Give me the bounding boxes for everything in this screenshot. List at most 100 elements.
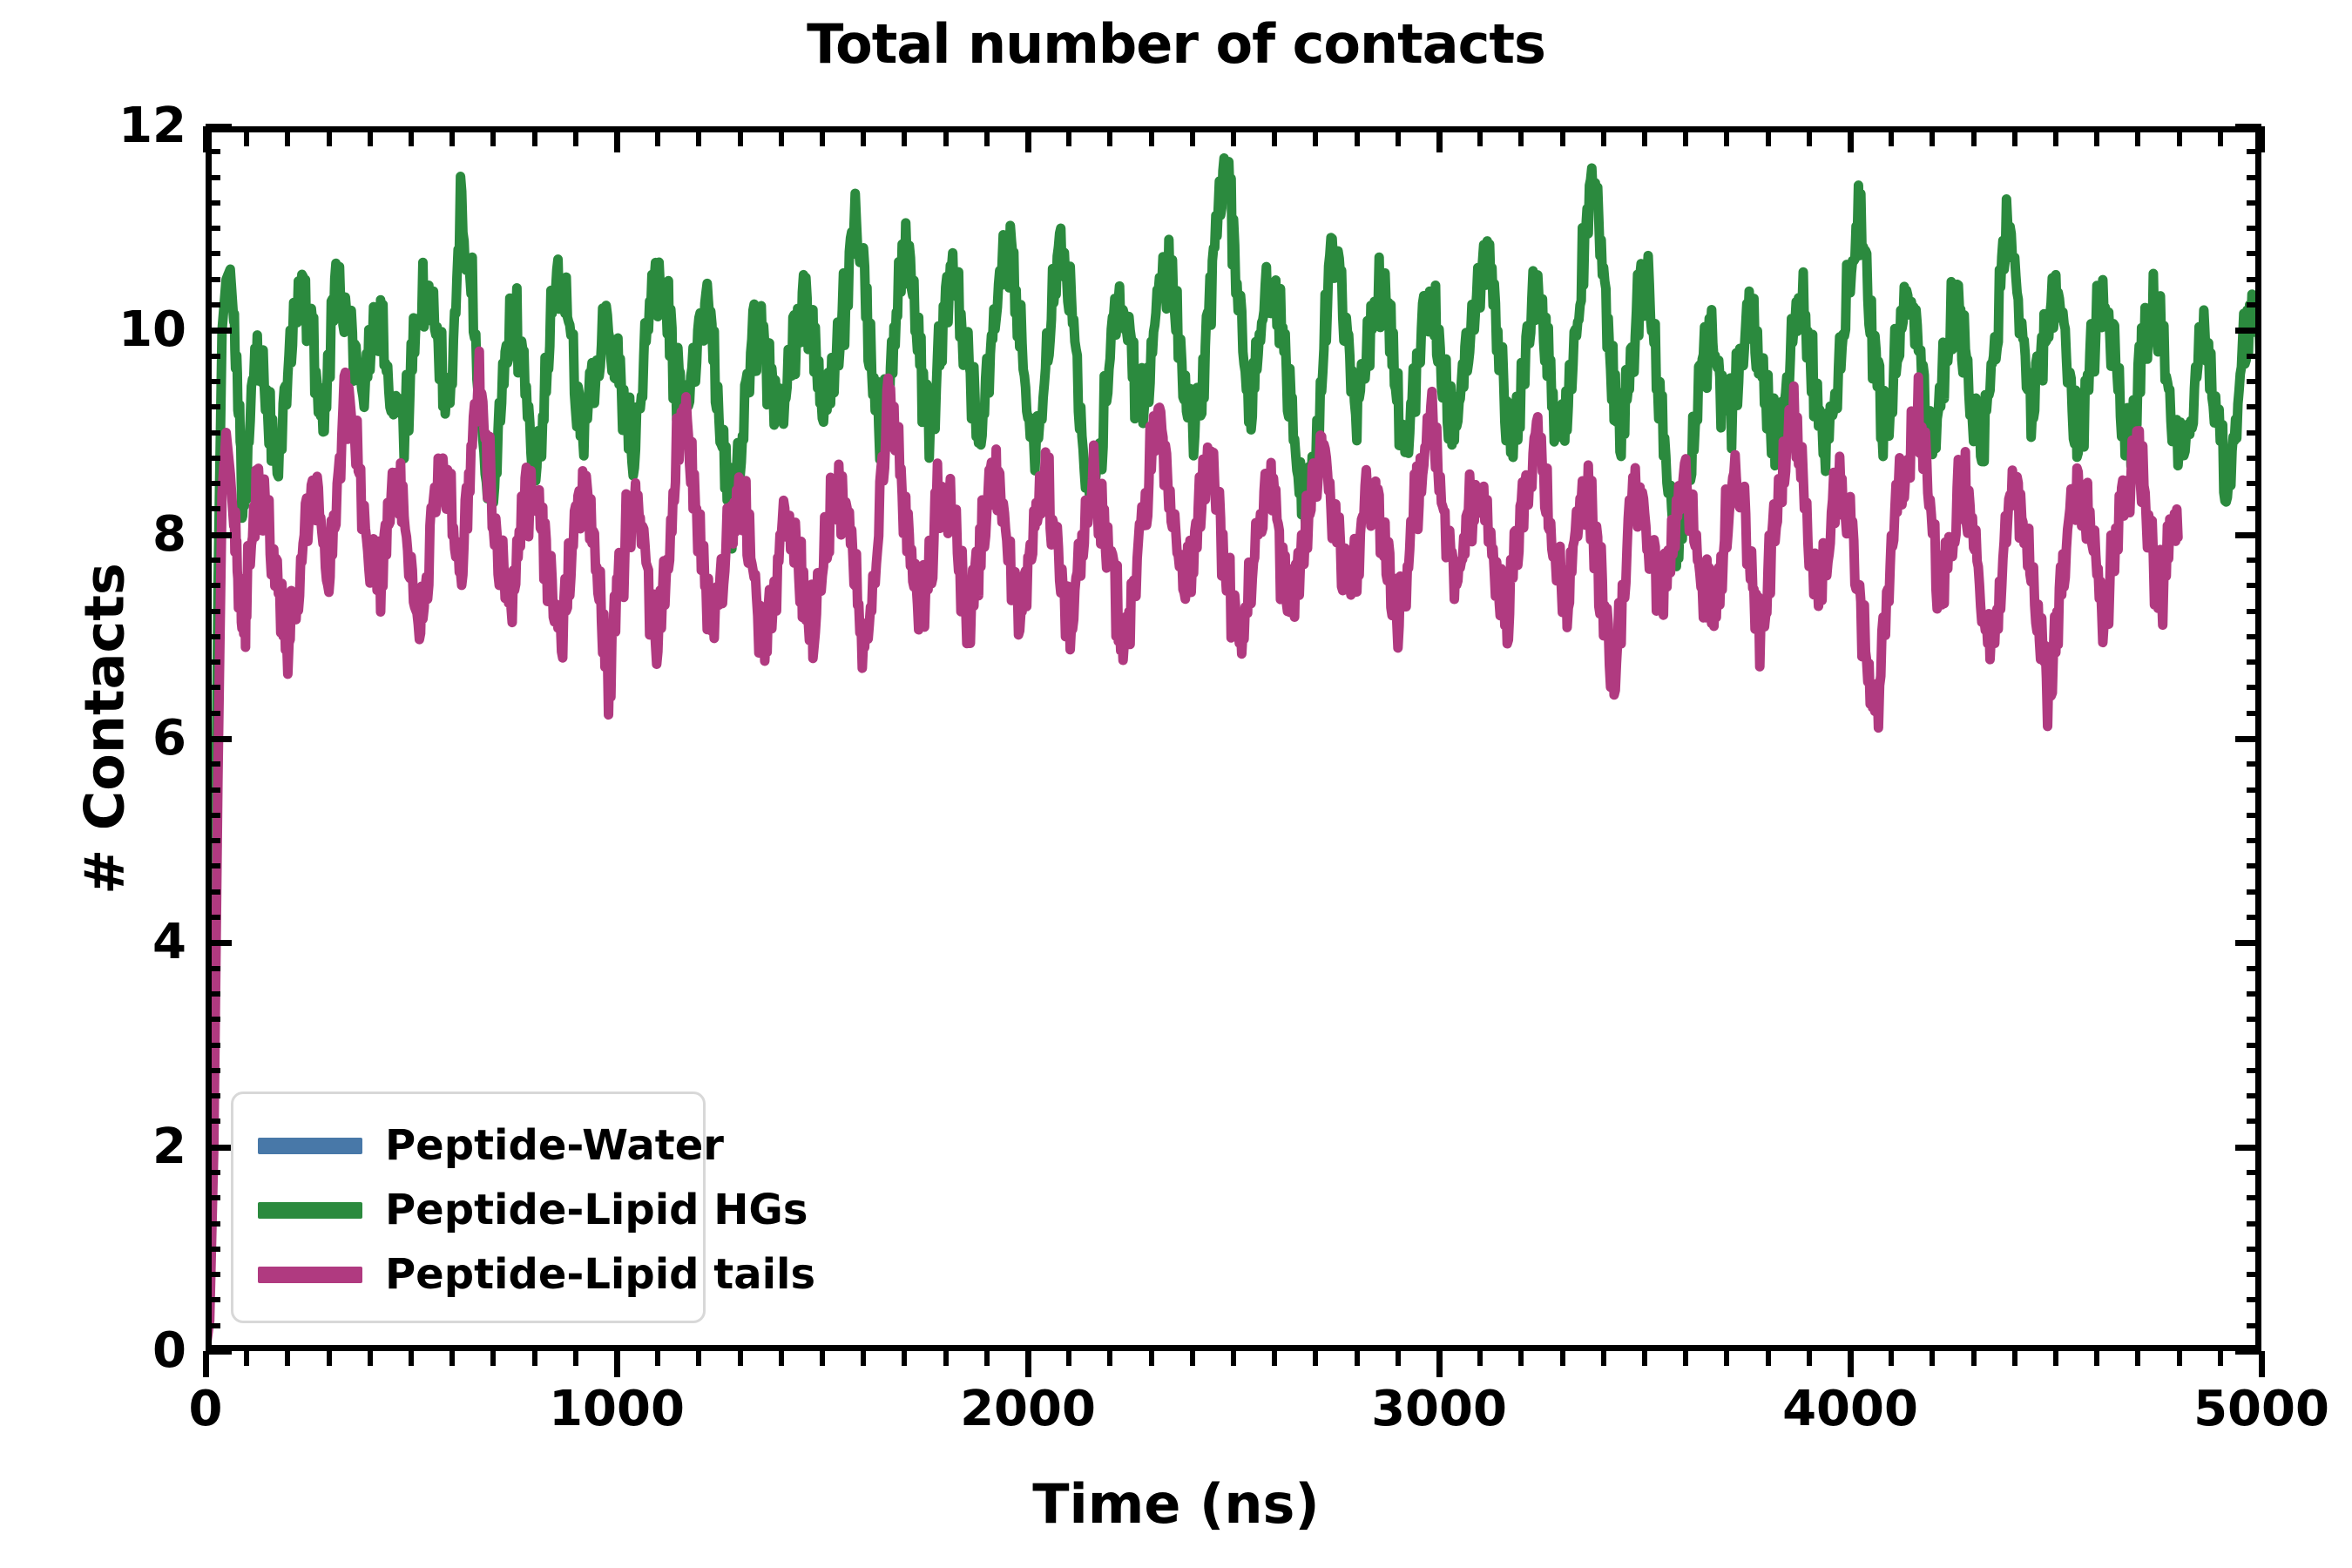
x-tick-top-minor bbox=[1231, 132, 1236, 146]
x-tick-top-minor bbox=[655, 132, 661, 146]
y-tick-minor bbox=[206, 633, 220, 639]
y-tick-right-minor bbox=[2247, 1297, 2261, 1303]
x-tick-top-minor bbox=[1930, 132, 1936, 146]
x-tick-top-minor bbox=[1354, 132, 1360, 146]
x-tick-label: 2000 bbox=[960, 1381, 1096, 1437]
y-tick-minor bbox=[206, 199, 220, 206]
y-tick-right-minor bbox=[2247, 455, 2261, 461]
x-tick-major bbox=[1848, 1351, 1854, 1377]
y-tick-minor bbox=[206, 353, 220, 359]
chart-legend: Peptide-Water Peptide-Lipid HGs Peptide-… bbox=[231, 1092, 815, 1323]
y-tick-right-minor bbox=[2247, 1093, 2261, 1099]
y-tick-right-minor bbox=[2247, 761, 2261, 767]
x-tick-top-minor bbox=[1642, 132, 1647, 146]
x-tick-minor bbox=[1600, 1351, 1606, 1366]
y-tick-right-minor bbox=[2247, 149, 2261, 155]
x-tick-minor bbox=[737, 1351, 743, 1366]
legend-label-peptide-lipid-tails: Peptide-Lipid tails bbox=[385, 1250, 816, 1299]
y-tick-minor bbox=[206, 481, 220, 487]
y-tick-minor bbox=[206, 608, 220, 614]
y-tick-right-major bbox=[2235, 736, 2261, 742]
y-tick-right-minor bbox=[2247, 633, 2261, 639]
x-tick-minor bbox=[1930, 1351, 1936, 1366]
y-tick-right-minor bbox=[2247, 429, 2261, 436]
y-tick-major bbox=[206, 531, 232, 538]
y-tick-minor bbox=[206, 1220, 220, 1227]
y-tick-minor bbox=[206, 787, 220, 793]
y-tick-minor bbox=[206, 710, 220, 716]
x-tick-minor bbox=[449, 1351, 456, 1366]
y-tick-right-minor bbox=[2247, 481, 2261, 487]
y-tick-minor bbox=[206, 174, 220, 180]
y-tick-right-minor bbox=[2247, 1322, 2261, 1328]
x-tick-minor bbox=[1395, 1351, 1401, 1366]
x-tick-top-minor bbox=[1600, 132, 1606, 146]
y-tick-right-minor bbox=[2247, 1169, 2261, 1175]
x-tick-minor bbox=[1272, 1351, 1278, 1366]
legend-swatch-peptide-lipid-tails bbox=[258, 1266, 362, 1283]
y-tick-right-major bbox=[2235, 940, 2261, 947]
y-tick-label: 0 bbox=[152, 1322, 186, 1379]
x-tick-minor bbox=[490, 1351, 497, 1366]
y-tick-minor bbox=[206, 1272, 220, 1278]
y-tick-major bbox=[206, 124, 232, 130]
x-tick-top-minor bbox=[1477, 132, 1484, 146]
x-tick-top-minor bbox=[696, 132, 702, 146]
y-tick-right-minor bbox=[2247, 915, 2261, 921]
x-tick-top-minor bbox=[367, 132, 373, 146]
y-tick-right-minor bbox=[2247, 965, 2261, 971]
x-tick-top-minor bbox=[1806, 132, 1812, 146]
x-tick-top-minor bbox=[285, 132, 291, 146]
y-tick-minor bbox=[206, 302, 220, 308]
y-tick-minor bbox=[206, 685, 220, 691]
y-tick-minor bbox=[206, 965, 220, 971]
y-tick-right-minor bbox=[2247, 1017, 2261, 1023]
x-tick-minor bbox=[696, 1351, 702, 1366]
x-tick-top-minor bbox=[1148, 132, 1154, 146]
x-tick-minor bbox=[2217, 1351, 2223, 1366]
y-tick-minor bbox=[206, 1195, 220, 1201]
y-tick-minor bbox=[206, 276, 220, 282]
x-tick-minor bbox=[1066, 1351, 1072, 1366]
x-tick-top-minor bbox=[2217, 132, 2223, 146]
x-tick-major bbox=[2259, 1351, 2265, 1377]
x-tick-top-minor bbox=[1970, 132, 1977, 146]
y-tick-label: 10 bbox=[118, 301, 186, 359]
x-tick-minor bbox=[983, 1351, 990, 1366]
y-tick-minor bbox=[206, 1119, 220, 1125]
y-tick-label: 12 bbox=[118, 98, 186, 154]
y-tick-minor bbox=[206, 455, 220, 461]
y-tick-label: 8 bbox=[152, 505, 186, 563]
y-tick-major bbox=[206, 1348, 232, 1355]
y-tick-minor bbox=[206, 557, 220, 563]
x-tick-top-major bbox=[2259, 126, 2265, 152]
x-tick-top-major bbox=[1436, 126, 1443, 152]
x-tick-major bbox=[614, 1351, 620, 1377]
x-tick-minor bbox=[1889, 1351, 1895, 1366]
x-tick-top-minor bbox=[1272, 132, 1278, 146]
y-tick-minor bbox=[206, 251, 220, 257]
x-tick-top-minor bbox=[1313, 132, 1319, 146]
x-tick-top-minor bbox=[820, 132, 825, 146]
x-tick-minor bbox=[655, 1351, 661, 1366]
legend-swatch-peptide-water bbox=[258, 1137, 362, 1154]
x-tick-minor bbox=[2176, 1351, 2182, 1366]
y-tick-right-minor bbox=[2247, 710, 2261, 716]
x-tick-minor bbox=[1354, 1351, 1360, 1366]
y-tick-minor bbox=[206, 149, 220, 155]
x-tick-minor bbox=[1642, 1351, 1647, 1366]
y-tick-right-minor bbox=[2247, 863, 2261, 869]
y-tick-right-minor bbox=[2247, 685, 2261, 691]
x-tick-minor bbox=[367, 1351, 373, 1366]
x-tick-top-minor bbox=[902, 132, 908, 146]
x-tick-minor bbox=[285, 1351, 291, 1366]
series-line-peptide-lipid-tails bbox=[206, 346, 2183, 1351]
y-tick-right-minor bbox=[2247, 251, 2261, 257]
y-tick-right-minor bbox=[2247, 1246, 2261, 1252]
y-tick-right-minor bbox=[2247, 276, 2261, 282]
y-tick-right-major bbox=[2235, 531, 2261, 538]
y-tick-right-minor bbox=[2247, 583, 2261, 589]
x-tick-minor bbox=[1559, 1351, 1565, 1366]
x-tick-minor bbox=[902, 1351, 908, 1366]
